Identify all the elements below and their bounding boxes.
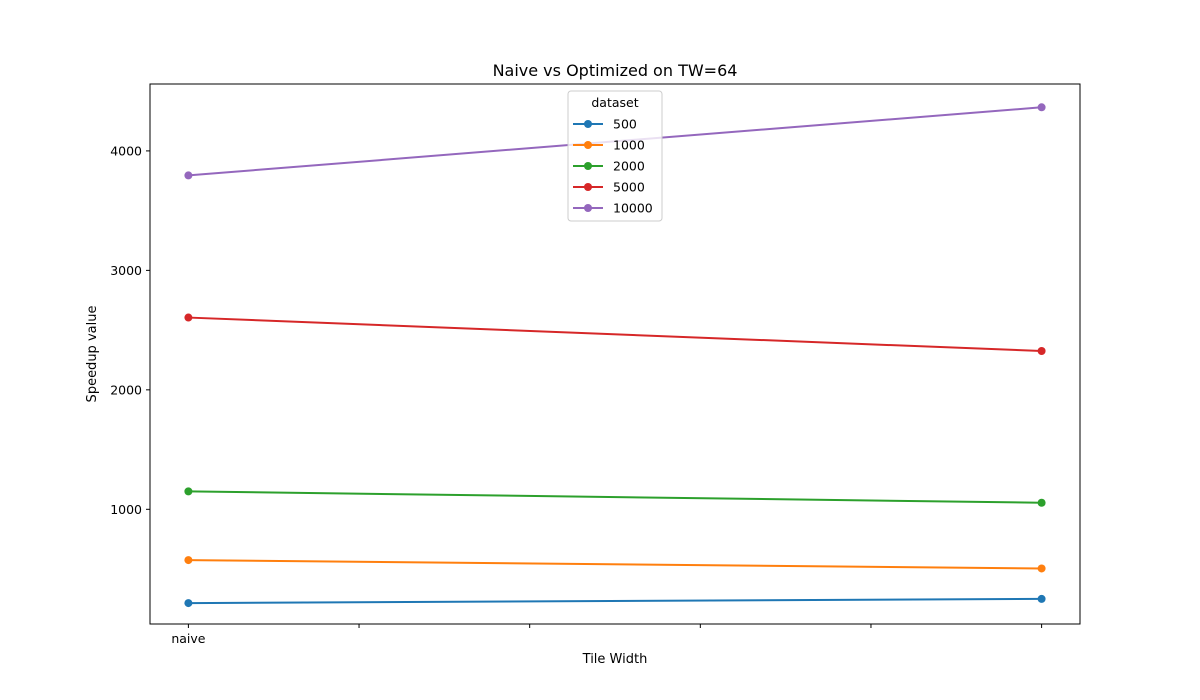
data-point <box>1037 498 1046 507</box>
legend-marker <box>584 204 592 212</box>
y-axis-label: Speedup value <box>85 306 100 403</box>
y-tick-label: 4000 <box>110 143 142 158</box>
series-500 <box>184 594 1046 608</box>
y-tick-label: 2000 <box>110 382 142 397</box>
data-point <box>184 171 193 180</box>
y-axis: 1000 2000 3000 4000 <box>110 143 150 517</box>
x-axis: naive <box>171 624 1043 646</box>
y-tick-label: 3000 <box>110 263 142 278</box>
legend-marker <box>584 141 592 149</box>
series-line <box>188 316 1042 353</box>
data-point <box>1037 594 1046 603</box>
legend-marker <box>584 120 592 128</box>
series-1000 <box>184 556 1046 573</box>
data-point <box>1037 564 1046 573</box>
legend-marker <box>584 183 592 191</box>
plot-area <box>149 83 1081 625</box>
chart-title: Naive vs Optimized on TW=64 <box>493 61 738 80</box>
legend-items: 500 1000 2000 5000 10000 <box>573 117 653 216</box>
series-5000 <box>184 313 1046 356</box>
x-tick-label: naive <box>171 631 205 646</box>
series-2000 <box>184 487 1046 507</box>
x-axis-label: Tile Width <box>582 652 648 667</box>
legend-title: dataset <box>591 95 638 110</box>
data-point <box>184 599 193 608</box>
legend-marker <box>584 162 592 170</box>
series-line <box>188 559 1042 570</box>
data-point <box>184 487 193 496</box>
series-line <box>188 490 1042 504</box>
legend-label: 500 <box>613 117 637 132</box>
data-point <box>184 313 193 322</box>
legend: dataset 500 1000 2000 5000 10000 <box>567 90 663 222</box>
data-point <box>184 556 193 565</box>
legend-label: 1000 <box>613 138 645 153</box>
legend-label: 2000 <box>613 159 645 174</box>
series-layer <box>184 103 1046 608</box>
data-point <box>1037 347 1046 356</box>
legend-label: 10000 <box>613 201 653 216</box>
legend-label: 5000 <box>613 180 645 195</box>
y-tick-label: 1000 <box>110 502 142 517</box>
data-point <box>1037 103 1046 112</box>
series-line <box>188 597 1042 605</box>
